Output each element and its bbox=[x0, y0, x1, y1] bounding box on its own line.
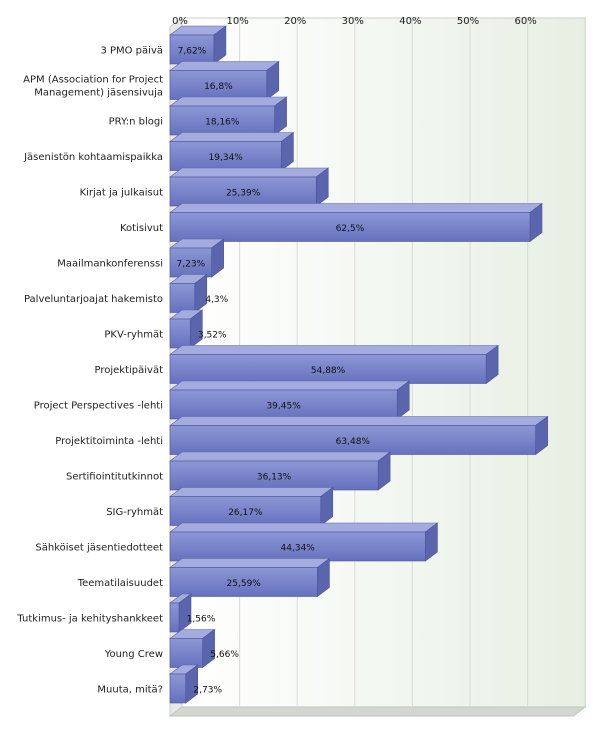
bar: 1,56% bbox=[169, 593, 216, 633]
data-label: 36,13% bbox=[257, 473, 292, 483]
data-label: 44,34% bbox=[281, 544, 316, 554]
category-label: Kotisivut bbox=[120, 223, 163, 234]
category-label: Tutkimus- ja kehityshankkeet bbox=[16, 614, 163, 625]
bar: 63,48% bbox=[169, 415, 549, 456]
bar-top bbox=[169, 132, 295, 142]
category-label: Muuta, mitä? bbox=[97, 685, 163, 696]
category-label: Projektitoiminta -lehti bbox=[55, 436, 163, 447]
bar-top bbox=[169, 451, 392, 462]
category-label: Jäsenistön kohtaamispaikka bbox=[23, 152, 163, 163]
bar-top bbox=[169, 345, 500, 355]
x-tick-label: 20% bbox=[284, 16, 306, 27]
data-label: 7,62% bbox=[178, 47, 207, 57]
bar: 25,39% bbox=[169, 167, 330, 207]
bar: 19,34% bbox=[169, 131, 295, 172]
bar-top bbox=[169, 96, 288, 107]
bar-front bbox=[169, 496, 322, 526]
data-label: 16,8% bbox=[204, 82, 233, 92]
category-label: Management) jäsensivuja bbox=[34, 88, 163, 99]
category-label: PKV-ryhmät bbox=[104, 330, 163, 341]
category-label: Maailmankonferenssi bbox=[57, 259, 163, 270]
category-label: Teematilaisuudet bbox=[77, 578, 163, 589]
bar-top bbox=[169, 558, 331, 568]
data-label: 4,3% bbox=[205, 295, 228, 305]
category-label: Palveluntarjoajat hakemisto bbox=[24, 294, 163, 305]
bar: 5,66% bbox=[169, 628, 239, 669]
bar-front bbox=[169, 567, 318, 597]
bar-top bbox=[169, 487, 334, 497]
bar-top bbox=[169, 167, 330, 178]
category-label: 3 PMO päivä bbox=[100, 46, 163, 57]
data-label: 3,52% bbox=[198, 331, 227, 341]
category-label: SIG-ryhmät bbox=[106, 507, 163, 518]
bar: 2,73% bbox=[169, 664, 222, 704]
plot-floor bbox=[168, 706, 587, 717]
bar-front bbox=[169, 176, 317, 207]
category-labels: 3 PMO päivä APM (Association for Project M… bbox=[16, 46, 163, 696]
bar: 54,88% bbox=[169, 344, 500, 385]
x-tick-label: 0% bbox=[172, 16, 188, 27]
bar: 26,17% bbox=[169, 486, 334, 527]
data-label: 39,45% bbox=[266, 402, 301, 412]
data-label: 18,16% bbox=[205, 118, 240, 128]
x-axis: 0% 10% 20% 30% 40% 50% 60% bbox=[172, 16, 537, 27]
bar-front bbox=[169, 389, 398, 420]
data-label: 7,23% bbox=[177, 260, 206, 270]
data-label: 62,5% bbox=[336, 224, 365, 234]
bar-top bbox=[169, 380, 411, 391]
bar: 39,45% bbox=[169, 380, 411, 420]
category-label: Projektipäivät bbox=[94, 365, 163, 376]
category-label: Young Crew bbox=[104, 649, 163, 660]
x-tick-label: 60% bbox=[514, 16, 536, 27]
bar: 25,59% bbox=[169, 557, 331, 598]
category-label: Sertifiointitutkinnot bbox=[66, 472, 163, 483]
bars: 7,62% 16,8% 18,16% 19,34% 25,39% 62,5% 7,23% 4,… bbox=[169, 25, 549, 704]
category-label: Kirjat ja julkaisut bbox=[80, 188, 164, 199]
bar: 62,5% bbox=[169, 202, 543, 243]
x-tick-label: 50% bbox=[457, 16, 479, 27]
bar: 16,8% bbox=[169, 60, 280, 101]
category-label: APM (Association for Project bbox=[23, 75, 163, 86]
bar-front bbox=[169, 318, 191, 349]
bar: 44,34% bbox=[169, 522, 439, 562]
bar-top bbox=[169, 416, 549, 426]
bar-top bbox=[169, 522, 439, 533]
bar-front bbox=[169, 34, 215, 65]
bar-front bbox=[169, 638, 203, 668]
bar-front bbox=[169, 673, 187, 704]
x-tick-label: 40% bbox=[399, 16, 421, 27]
data-label: 54,88% bbox=[311, 366, 346, 376]
bar: 4,3% bbox=[169, 273, 229, 314]
bar: 3,52% bbox=[169, 309, 227, 349]
bar-front bbox=[169, 602, 180, 633]
bar-front bbox=[169, 247, 212, 278]
x-tick-label: 10% bbox=[226, 16, 248, 27]
bar: 18,16% bbox=[169, 96, 288, 136]
bar: 36,13% bbox=[169, 451, 392, 491]
bar-front bbox=[169, 141, 282, 171]
data-label: 1,56% bbox=[187, 615, 216, 625]
bar: 7,23% bbox=[169, 238, 225, 278]
data-label: 25,59% bbox=[227, 579, 262, 589]
x-tick-label: 30% bbox=[342, 16, 364, 27]
bar-front bbox=[169, 531, 426, 562]
bar-top bbox=[169, 203, 543, 213]
category-label: Project Perspectives -lehti bbox=[34, 401, 163, 412]
data-label: 2,73% bbox=[193, 686, 222, 696]
bar-front bbox=[169, 70, 268, 100]
data-label: 63,48% bbox=[336, 437, 371, 447]
bar: 7,62% bbox=[169, 25, 227, 65]
bar-front bbox=[169, 460, 379, 491]
bar-top bbox=[169, 61, 280, 71]
bar-front bbox=[169, 354, 487, 384]
data-label: 5,66% bbox=[210, 650, 239, 660]
data-label: 19,34% bbox=[209, 153, 244, 163]
bar-front bbox=[169, 283, 196, 313]
data-label: 26,17% bbox=[228, 508, 263, 518]
data-label: 25,39% bbox=[226, 189, 261, 199]
category-label: Sähköiset jäsentiedotteet bbox=[35, 543, 163, 554]
bar-front bbox=[169, 212, 531, 242]
category-label: PRY:n blogi bbox=[109, 117, 163, 128]
